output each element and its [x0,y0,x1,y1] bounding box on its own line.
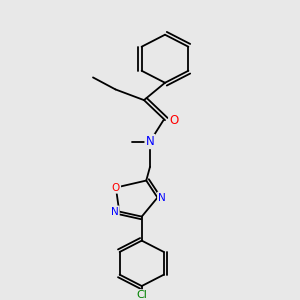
Text: N: N [111,207,118,217]
Text: O: O [112,183,120,193]
Text: N: N [158,193,166,202]
Text: Cl: Cl [136,290,147,300]
Text: O: O [169,114,178,127]
Text: N: N [146,135,154,148]
